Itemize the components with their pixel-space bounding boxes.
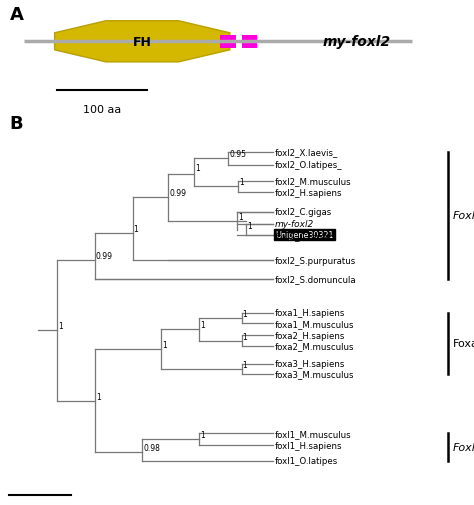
Text: Foxl2: Foxl2 bbox=[453, 211, 474, 221]
Text: my-foxl2: my-foxl2 bbox=[275, 220, 314, 229]
Text: 100 aa: 100 aa bbox=[83, 105, 121, 115]
Text: Foxl1: Foxl1 bbox=[453, 442, 474, 452]
Text: foxl2_X.laevis_: foxl2_X.laevis_ bbox=[275, 148, 338, 157]
Text: 1: 1 bbox=[162, 340, 167, 349]
FancyBboxPatch shape bbox=[220, 35, 236, 49]
Text: 1: 1 bbox=[134, 224, 138, 233]
Text: foxl1_M.musculus: foxl1_M.musculus bbox=[275, 429, 352, 438]
Text: my-foxl2: my-foxl2 bbox=[322, 35, 391, 49]
Text: foxl2_H.sapiens: foxl2_H.sapiens bbox=[275, 188, 342, 197]
Text: 1: 1 bbox=[96, 392, 100, 400]
Text: foxa3_H.sapiens: foxa3_H.sapiens bbox=[275, 360, 345, 369]
Text: 1: 1 bbox=[58, 322, 63, 330]
Text: 1: 1 bbox=[243, 310, 247, 319]
Text: foxl2_S.purpuratus: foxl2_S.purpuratus bbox=[275, 257, 356, 265]
Text: 1: 1 bbox=[243, 360, 247, 369]
Text: foxa2_M.musculus: foxa2_M.musculus bbox=[275, 342, 355, 351]
Text: B: B bbox=[9, 115, 23, 133]
Text: Unigene30321: Unigene30321 bbox=[275, 231, 333, 240]
Text: 1: 1 bbox=[247, 221, 252, 230]
Text: foxl2_C.gigas: foxl2_C.gigas bbox=[275, 208, 332, 217]
Text: foxl2_M.musculus: foxl2_M.musculus bbox=[275, 177, 352, 186]
Text: FH: FH bbox=[133, 36, 152, 48]
Text: 1: 1 bbox=[195, 164, 200, 173]
Text: foxa2_H.sapiens: foxa2_H.sapiens bbox=[275, 331, 345, 340]
Text: foxa1_H.sapiens: foxa1_H.sapiens bbox=[275, 309, 345, 318]
Text: foxa3_M.musculus: foxa3_M.musculus bbox=[275, 370, 355, 379]
Text: 1: 1 bbox=[200, 430, 205, 439]
Text: Foxa1,2,3: Foxa1,2,3 bbox=[453, 339, 474, 348]
FancyBboxPatch shape bbox=[242, 35, 257, 49]
Text: foxl2_S.domuncula: foxl2_S.domuncula bbox=[275, 275, 356, 284]
Text: A: A bbox=[9, 6, 23, 24]
Text: foxl1_O.latipes: foxl1_O.latipes bbox=[275, 457, 338, 466]
Text: 1: 1 bbox=[238, 212, 243, 221]
Text: 1: 1 bbox=[239, 178, 244, 187]
Text: 0.99: 0.99 bbox=[96, 251, 113, 260]
Text: foxl1_H.sapiens: foxl1_H.sapiens bbox=[275, 441, 342, 449]
Text: foxl2_O.latipes_: foxl2_O.latipes_ bbox=[275, 161, 343, 170]
Text: foxa1_M.musculus: foxa1_M.musculus bbox=[275, 319, 355, 328]
Text: 0.98: 0.98 bbox=[143, 443, 160, 452]
Text: foxl2_C.farreri: foxl2_C.farreri bbox=[275, 231, 335, 240]
Text: 1: 1 bbox=[243, 332, 247, 341]
Text: 0.95: 0.95 bbox=[229, 150, 246, 159]
Text: 1: 1 bbox=[200, 321, 205, 330]
Text: 0.99: 0.99 bbox=[169, 189, 186, 198]
